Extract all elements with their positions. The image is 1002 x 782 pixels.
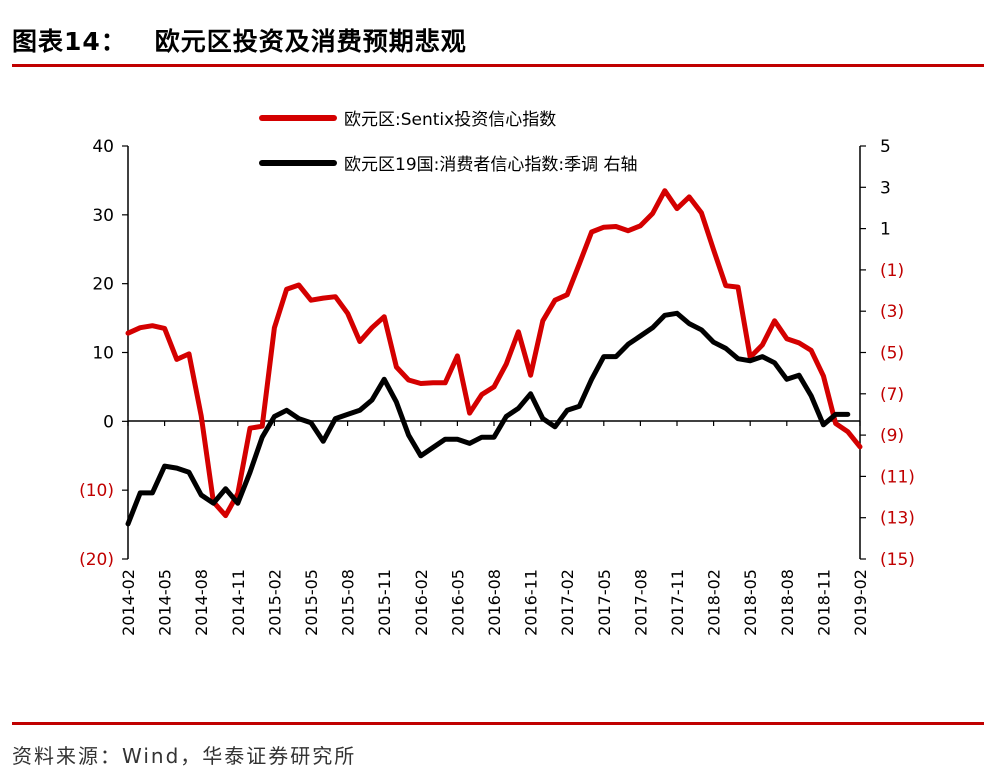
- right-tick-label: (1): [880, 261, 904, 281]
- series-line-consumer: [125, 310, 851, 527]
- right-tick-label: (15): [880, 550, 915, 570]
- legend-label: 欧元区:Sentix投资信心指数: [344, 110, 556, 130]
- right-tick-label: (3): [880, 302, 904, 322]
- legend-label: 欧元区19国:消费者信心指数:季调 右轴: [344, 155, 638, 175]
- series-line-sentix: [125, 188, 863, 519]
- x-tick-label: 2017-11: [668, 569, 687, 636]
- x-tick-label: 2015-02: [265, 569, 284, 636]
- x-tick-label: 2018-05: [741, 569, 760, 636]
- figure-label: 图表14：: [12, 27, 127, 56]
- left-tick-label: 0: [103, 412, 114, 432]
- figure-title: 图表14： 欧元区投资及消费预期悲观: [12, 22, 467, 58]
- x-tick-label: 2019-02: [851, 569, 870, 636]
- title-rule: [12, 64, 984, 67]
- x-tick-label: 2016-05: [448, 569, 467, 636]
- right-tick-label: (11): [880, 467, 915, 487]
- x-tick-label: 2017-05: [595, 569, 614, 636]
- footer-rule: [12, 722, 984, 725]
- right-tick-label: 1: [880, 220, 891, 240]
- left-tick-label: 10: [92, 344, 114, 364]
- left-tick-label: (10): [79, 481, 114, 501]
- x-tick-label: 2015-11: [375, 569, 394, 636]
- left-tick-label: (20): [79, 550, 114, 570]
- figure-title-text: 欧元区投资及消费预期悲观: [154, 27, 467, 56]
- x-tick-label: 2014-05: [156, 569, 175, 636]
- left-tick-label: 30: [92, 206, 114, 226]
- right-tick-label: (13): [880, 509, 915, 529]
- chart: 40 30 20 10 0 (10) (20) 5 3 1 (1) (3) (5) (7) (9) (11) (…: [79, 110, 915, 636]
- x-tick-label: 2017-08: [631, 569, 650, 636]
- x-tick-label: 2014-11: [229, 569, 248, 636]
- x-tick-label: 2015-08: [339, 569, 358, 636]
- x-tick-label: 2016-08: [485, 569, 504, 636]
- left-tick-label: 40: [92, 137, 114, 157]
- right-tick-label: (7): [880, 385, 904, 405]
- left-tick-label: 20: [92, 275, 114, 295]
- x-tick-label: 2014-08: [192, 569, 211, 636]
- x-tick-label: 2018-02: [705, 569, 724, 636]
- x-tick-label: 2014-02: [119, 569, 138, 636]
- x-tick-label: 2015-05: [302, 569, 321, 636]
- x-tick-label: 2018-11: [814, 569, 833, 636]
- right-tick-label: (9): [880, 426, 904, 446]
- x-tick-label: 2016-11: [522, 569, 541, 636]
- right-tick-label: (5): [880, 344, 904, 364]
- x-tick-label: 2016-02: [412, 569, 431, 636]
- x-tick-label: 2018-08: [778, 569, 797, 636]
- x-tick-label: 2017-02: [558, 569, 577, 636]
- right-tick-label: 5: [880, 137, 891, 157]
- right-tick-label: 3: [880, 178, 891, 198]
- source-note: 资料来源：Wind，华泰证券研究所: [12, 744, 357, 768]
